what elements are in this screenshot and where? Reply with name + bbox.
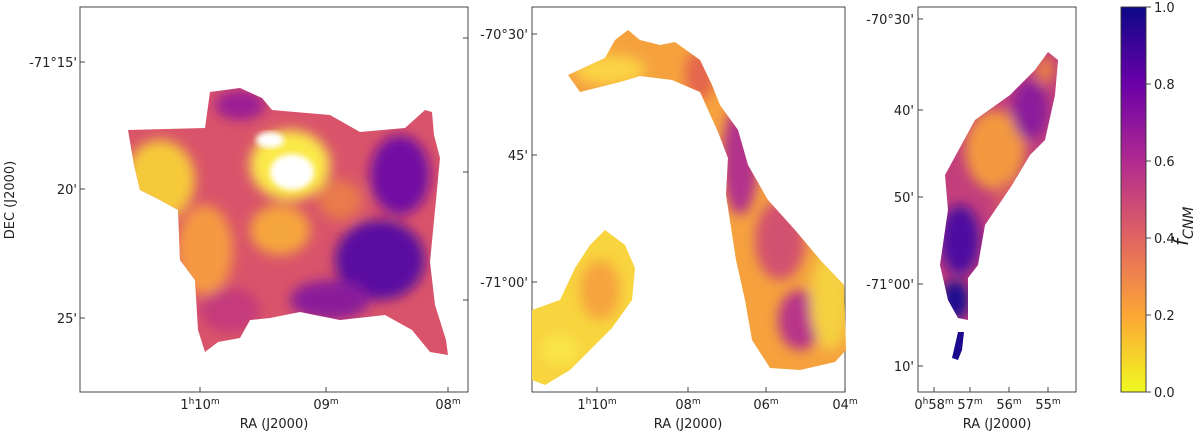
cloud-right [940,52,1058,320]
left-y-axis-label: DEC (J2000) [3,161,18,240]
left-y-tick-label: -71°15' [29,56,77,71]
colorbar [1120,6,1147,393]
middle-y-tick-label: 45' [508,149,528,164]
panel-left-frame [79,6,469,393]
right-x-tick-label: 56m [996,397,1021,413]
cloud-middle-lower [532,230,635,385]
colorbar-tick-label: 1.0 [1154,1,1175,16]
colorbar-label: fCNM [1169,207,1197,246]
middle-x-tick-label: 1h10m [577,397,616,413]
middle-y-tick-label: -70°30' [480,28,528,43]
left-y-tick-label: 25' [57,312,77,327]
right-x-axis-label: RA (J2000) [963,417,1032,432]
right-y-tick-label: 50' [894,191,914,206]
middle-x-tick-label: 04m [832,397,857,413]
cloud-left [128,88,448,355]
cloud-right-tail [952,332,964,360]
panel-middle-frame [531,6,846,393]
right-x-tick-label: 57m [957,397,982,413]
middle-x-tick-label: 06m [753,397,778,413]
colorbar-ticks: 0.0 0.2 0.4 0.6 0.8 1.0 [1146,1,1175,401]
left-x-axis-label: RA (J2000) [240,417,309,432]
right-y-tick-label: 10' [894,360,914,375]
colorbar-tick-label: 0.0 [1154,386,1175,401]
right-x-tick-label: 55m [1035,397,1060,413]
middle-x-axis-label: RA (J2000) [654,417,723,432]
left-x-tick-label: 09m [313,397,338,413]
right-x-tick-label: 0h58m [914,397,953,413]
left-x-tick-label: 1h10m [180,397,219,413]
left-x-tick-label: 08m [435,397,460,413]
colorbar-tick-label: 0.2 [1154,309,1175,324]
panel-right-frame [917,6,1077,393]
middle-y-tick-label: -71°00' [480,276,528,291]
middle-ticks: 1h10m 08m 06m 04m -70°30' 45' -71°00' [480,28,858,413]
right-y-tick-label: -71°00' [866,278,914,293]
middle-x-tick-label: 08m [675,397,700,413]
colorbar-tick-label: 0.4 [1154,232,1175,247]
left-ticks: 1h10m 09m 08m -71°15' 20' 25' [29,37,468,413]
colorbar-tick-label: 0.8 [1154,78,1175,93]
left-y-tick-label: 20' [57,183,77,198]
right-y-tick-label: -70°30' [866,13,914,28]
right-y-tick-label: 40' [894,104,914,119]
right-ticks: 0h58m 57m 56m 55m -70°30' 40' 50' -71°00' 10' [866,13,1061,413]
colorbar-tick-label: 0.6 [1154,155,1175,170]
